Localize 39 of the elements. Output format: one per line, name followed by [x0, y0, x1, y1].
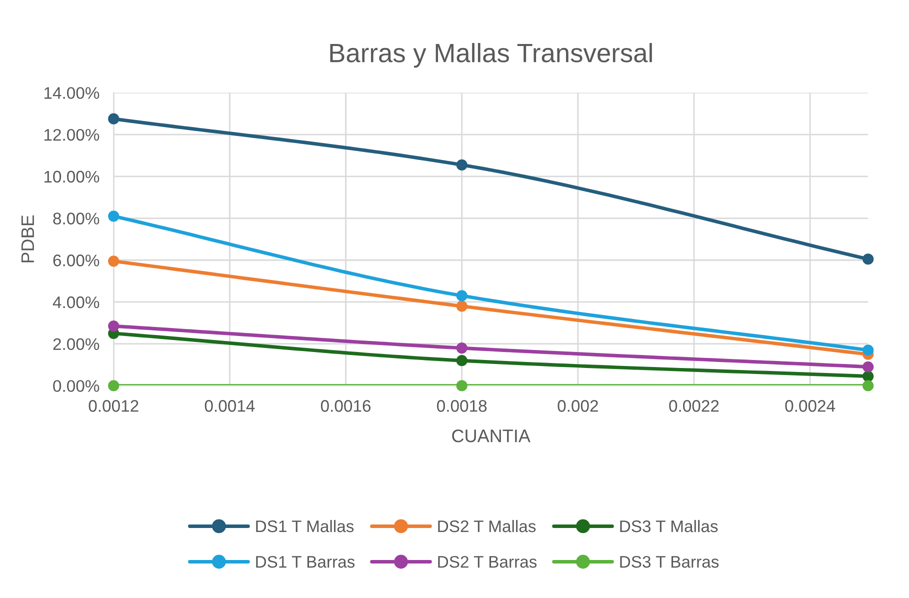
x-tick-label: 0.0022: [669, 400, 719, 412]
y-axis-title: PDBE: [21, 215, 34, 262]
y-tick-label: 0.00%: [53, 380, 100, 392]
point: [456, 342, 468, 354]
legend-label: DS2 T Mallas: [438, 520, 536, 532]
legend-label: DS1 T Mallas: [256, 520, 354, 532]
point: [862, 254, 874, 265]
y-tick-label: 4.00%: [52, 296, 100, 308]
y-tick-label: 10.00%: [44, 170, 100, 183]
legend-label: DS3 T Barras: [620, 556, 719, 568]
legend-label: DS2 T Barras: [438, 556, 537, 568]
x-tick-label: 0.0014: [204, 400, 255, 412]
point: [108, 113, 120, 124]
point: [108, 320, 120, 332]
point: [456, 300, 468, 312]
point: [108, 210, 120, 222]
y-tick-label: 6.00%: [53, 254, 100, 266]
point: [456, 290, 468, 302]
x-tick-label: 0.0018: [437, 400, 487, 412]
x-tick-label: 0.002: [558, 400, 598, 412]
point: [108, 256, 120, 267]
legend-label: DS3 T Mallas: [620, 520, 718, 532]
point: [862, 344, 874, 356]
y-tick-label: 2.00%: [53, 338, 100, 350]
point: [456, 159, 468, 170]
point: [862, 380, 874, 392]
chart-title: Barras y Mallas Transversal: [330, 43, 652, 68]
y-tick-label: 8.00%: [53, 212, 100, 224]
y-tick-label: 12.00%: [44, 128, 100, 141]
x-tick-label: 0.0024: [785, 400, 836, 412]
x-axis-title: CUANTIA: [452, 430, 530, 442]
point: [456, 355, 468, 366]
legend-label: DS1 T Barras: [256, 556, 355, 568]
point: [456, 380, 468, 392]
x-tick-label: 0.0016: [320, 400, 371, 412]
point: [108, 380, 120, 392]
point: [862, 361, 874, 372]
x-tick-label: 0.0012: [88, 400, 138, 412]
y-tick-label: 14.00%: [44, 87, 100, 99]
